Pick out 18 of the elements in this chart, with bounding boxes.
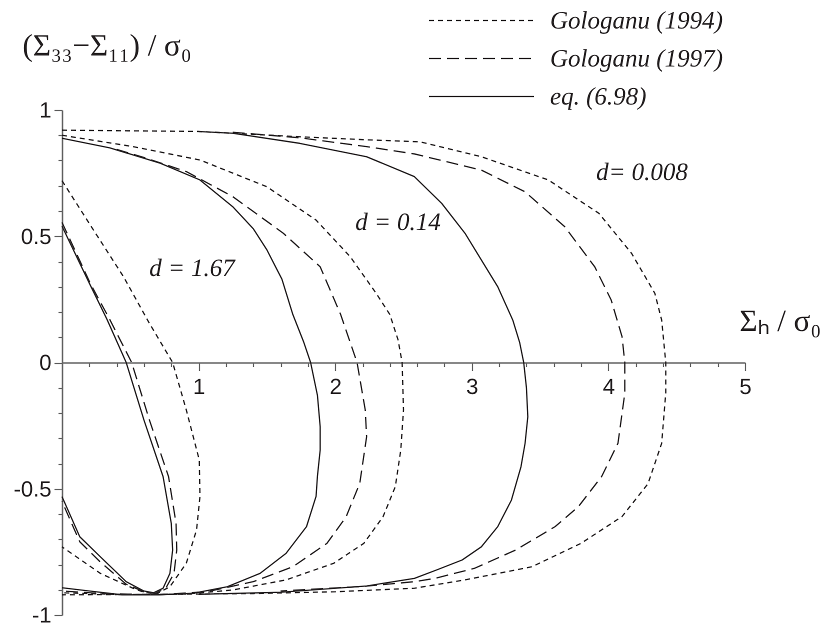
legend-label: Gologanu (1994) [550,8,723,34]
annotation: d= 0.008 [596,159,688,186]
x-tick-label: 3 [466,374,478,399]
x-tick-label: 4 [602,374,616,399]
y-tick-label: 0 [39,350,52,375]
x-tick-label: 5 [739,374,752,399]
y-tick-label: -0.5 [14,476,52,502]
y-tick-label: 0.5 [20,224,52,249]
y-tick-label: 1 [39,98,52,122]
x-tick-label: 1 [192,374,206,399]
x-tick-label: 2 [330,374,342,399]
annotation: d = 0.14 [355,209,441,236]
annotation: d = 1.67 [149,255,236,282]
legend-label: Gologanu (1997) [550,46,723,72]
x-axis-title: Σₕ / σ₀ [740,303,822,338]
y-axis-title: (Σ₃₃−Σ₁₁) / σ₀ [22,28,192,62]
y-tick-label: -1 [32,602,52,628]
legend-label: eq. (6.98) [550,84,646,110]
